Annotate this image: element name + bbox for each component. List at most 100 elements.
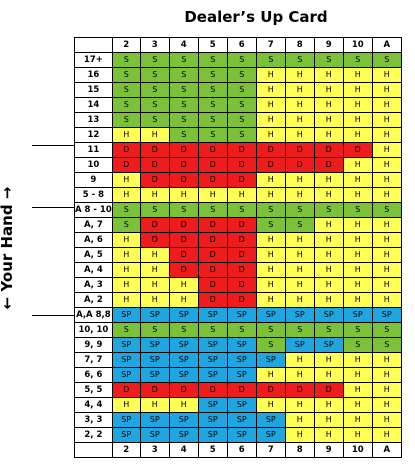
action-cell: SP [226, 307, 257, 323]
action-cell: D [139, 172, 170, 188]
player-hand-label: A, 4 [74, 262, 113, 278]
action-cell: H [139, 277, 170, 293]
action-cell: S [313, 52, 344, 68]
action-cell: H [111, 187, 141, 203]
action-cell: SP [197, 367, 228, 383]
action-cell: H [284, 247, 315, 263]
player-hand-label: A, 2 [74, 292, 113, 308]
player-hand-label: 12 [74, 127, 113, 143]
action-cell: SP [139, 307, 170, 323]
action-cell: H [313, 352, 344, 368]
action-cell: S [111, 322, 141, 338]
action-cell: SP [168, 412, 199, 428]
action-cell: SP [226, 337, 257, 353]
table-row: 12 H H S S S H H H H H [74, 127, 402, 143]
dealer-card-10: 10 [342, 442, 373, 458]
player-hand-label: 10, 10 [74, 322, 113, 338]
action-cell: SP [197, 397, 228, 413]
action-cell: H [255, 172, 286, 188]
player-hand-label: 10 [74, 157, 113, 173]
action-cell: D [226, 382, 257, 398]
dealer-card-3: 3 [139, 37, 170, 53]
action-cell: H [284, 262, 315, 278]
action-cell: S [139, 112, 170, 128]
action-cell: H [313, 172, 344, 188]
action-cell: S [139, 67, 170, 83]
action-cell: H [111, 397, 141, 413]
action-cell: S [313, 202, 344, 218]
action-cell: S [226, 322, 257, 338]
action-cell: H [371, 232, 402, 248]
action-cell: H [313, 67, 344, 83]
action-cell: S [111, 52, 141, 68]
action-cell: H [371, 427, 402, 443]
action-cell: S [197, 52, 228, 68]
action-cell: S [255, 217, 286, 233]
header-bottom-corner [74, 442, 113, 458]
action-cell: H [342, 427, 373, 443]
action-cell: H [284, 97, 315, 113]
action-cell: H [371, 142, 402, 158]
action-cell: H [284, 427, 315, 443]
action-cell: D [111, 157, 141, 173]
action-cell: H [342, 367, 373, 383]
player-hand-label: 15 [74, 82, 113, 98]
action-cell: D [139, 382, 170, 398]
dealer-card-9: 9 [313, 37, 344, 53]
dealer-card-2: 2 [111, 37, 141, 53]
player-hand-label: 3, 3 [74, 412, 113, 428]
player-hand-label: 13 [74, 112, 113, 128]
table-row: 16 S S S S S H H H H H [74, 67, 402, 83]
player-hand-label: 5 - 8 [74, 187, 113, 203]
action-cell: H [313, 412, 344, 428]
action-cell: H [313, 232, 344, 248]
action-cell: H [197, 187, 228, 203]
action-cell: SP [197, 412, 228, 428]
action-cell: H [371, 382, 402, 398]
action-cell: H [371, 352, 402, 368]
dealer-card-2: 2 [111, 442, 141, 458]
action-cell: H [342, 157, 373, 173]
action-cell: H [313, 127, 344, 143]
action-cell: S [284, 217, 315, 233]
action-cell: D [168, 172, 199, 188]
action-cell: S [139, 82, 170, 98]
dealer-card-4: 4 [168, 37, 199, 53]
action-cell: H [255, 367, 286, 383]
player-hand-label: A, 7 [74, 217, 113, 233]
action-cell: H [168, 277, 199, 293]
action-cell: H [371, 157, 402, 173]
action-cell: SP [255, 307, 286, 323]
player-hand-label: A, 3 [74, 277, 113, 293]
action-cell: D [168, 382, 199, 398]
action-cell: S [168, 112, 199, 128]
action-cell: H [313, 187, 344, 203]
action-cell: D [168, 262, 199, 278]
action-cell: S [255, 337, 286, 353]
action-cell: SP [255, 427, 286, 443]
dealer-header-row-top: 2 3 4 5 6 7 8 9 10 A [74, 37, 402, 53]
action-cell: D [168, 217, 199, 233]
action-cell: H [111, 127, 141, 143]
action-cell: SP [226, 412, 257, 428]
player-hand-label: 5, 5 [74, 382, 113, 398]
player-hand-label: 14 [74, 97, 113, 113]
action-cell: S [226, 127, 257, 143]
action-cell: S [226, 97, 257, 113]
action-cell: H [342, 127, 373, 143]
action-cell: D [226, 142, 257, 158]
action-cell: H [255, 292, 286, 308]
table-row: 2, 2 SP SP SP SP SP SP H H H H [74, 427, 402, 443]
action-cell: H [284, 172, 315, 188]
action-cell: S [371, 202, 402, 218]
action-cell: S [371, 337, 402, 353]
action-cell: SP [226, 352, 257, 368]
action-cell: SP [284, 307, 315, 323]
action-cell: H [284, 277, 315, 293]
action-cell: H [255, 127, 286, 143]
dealer-card-a: A [371, 442, 402, 458]
